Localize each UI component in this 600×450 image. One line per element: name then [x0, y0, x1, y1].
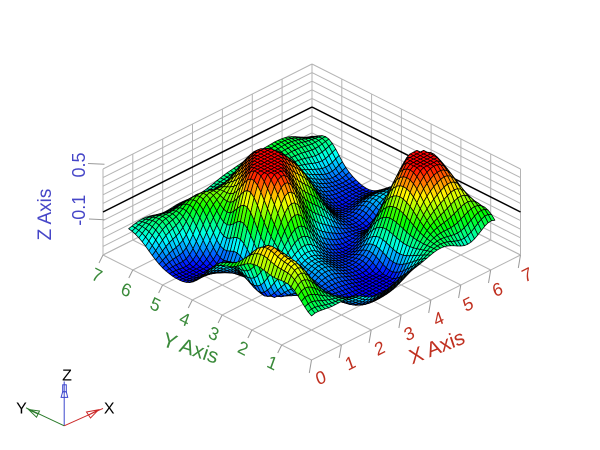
svg-text:Z: Z	[62, 367, 72, 384]
svg-text:-0.1: -0.1	[69, 195, 89, 226]
svg-text:X: X	[104, 401, 115, 418]
svg-text:0.5: 0.5	[69, 152, 89, 177]
svg-text:Z Axis: Z Axis	[35, 189, 56, 241]
svg-text:Y: Y	[16, 401, 27, 418]
